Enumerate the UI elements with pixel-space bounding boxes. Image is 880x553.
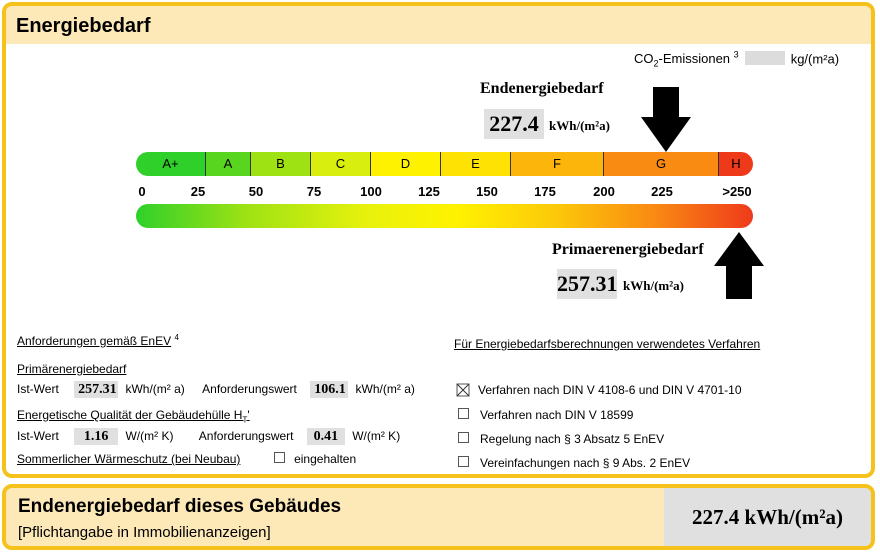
verfahren-title: Für Energiebedarfsberechnungen verwendet… (454, 337, 761, 351)
class-segment: G (604, 152, 719, 176)
verfahren-checkbox[interactable] (458, 408, 469, 419)
sommer-title: Sommerlicher Wärmeschutz (bei Neubau) (17, 452, 241, 466)
ht-row: Ist-Wert 1.16 W/(m² K) Anforderungswert … (17, 428, 400, 445)
co2-emissions: CO2-Emissionen 3 kg/(m²a) (634, 50, 839, 69)
scale-tick-label: 75 (306, 184, 322, 199)
verfahren-item: Regelung nach § 3 Absatz 5 EnEV (454, 432, 664, 446)
class-segment: D (371, 152, 441, 176)
class-segment: A (206, 152, 251, 176)
primaerenergie-value: 257.31 (557, 269, 618, 299)
panel-header: Energiebedarf (6, 6, 871, 44)
anforderungen-title: Anforderungen gemäß EnEV 4 (17, 333, 179, 348)
ht-ist-unit: W/(m² K) (125, 429, 174, 443)
class-segment: F (511, 152, 604, 176)
endenergie-value: 227.4 (484, 109, 544, 139)
verfahren-checkbox[interactable] (458, 456, 469, 467)
scale-tick-label: >250 (722, 184, 752, 199)
ist-unit: kWh/(m² a) (125, 382, 185, 396)
scale-tick-label: 200 (593, 184, 615, 199)
co2-label: CO2-Emissionen 3 (634, 50, 739, 69)
verfahren-label: Verfahren nach DIN V 18599 (480, 408, 634, 422)
primaerenergie-unit: kWh/(m²a) (623, 278, 684, 293)
panel-title: Energiebedarf (16, 15, 151, 37)
summary-title: Endenergiebedarf dieses Gebäudes (18, 496, 342, 517)
class-segment: A+ (136, 152, 206, 176)
ht-anf-value: 0.41 (306, 428, 345, 445)
class-segment: B (251, 152, 311, 176)
ht-ist-value: 1.16 (74, 428, 119, 445)
anf-label: Anforderungswert (202, 382, 297, 396)
sommer-checkbox[interactable] (273, 452, 285, 463)
sommer-check-label: eingehalten (294, 452, 357, 466)
gebaeude-summary-panel: Endenergiebedarf dieses Gebäudes [Pflich… (2, 484, 875, 550)
ht-ist-label: Ist-Wert (17, 429, 59, 443)
scale-tick-label: 125 (418, 184, 440, 199)
primaerenergie-arrow-icon (714, 232, 764, 299)
class-segment: C (311, 152, 371, 176)
verfahren-checkbox[interactable] (458, 432, 469, 443)
verfahren-label: Vereinfachungen nach § 9 Abs. 2 EnEV (480, 456, 691, 470)
ht-title: Energetische Qualität der Gebäudehülle H… (17, 408, 250, 425)
summary-subtitle: [Pflichtangabe in Immobilienanzeigen] (18, 524, 271, 541)
scale-tick-label: 100 (360, 184, 382, 199)
ist-label: Ist-Wert (17, 382, 59, 396)
verfahren-label: Verfahren nach DIN V 4108-6 und DIN V 47… (478, 383, 742, 397)
ist-value: 257.31 (74, 381, 119, 398)
ht-anf-label: Anforderungswert (198, 429, 294, 443)
energiebedarf-panel: Energiebedarf CO2-Emissionen 3 kg/(m²a) E… (2, 2, 875, 478)
summary-value: 227.4 kWh/(m²a) (664, 488, 871, 546)
co2-value-box (744, 51, 785, 66)
scale-tick-label: 25 (190, 184, 206, 199)
scale-tick-label: 50 (248, 184, 264, 199)
efficiency-class-bar: A+ A B C D E F G H (136, 152, 753, 176)
scale-tick-label: 150 (476, 184, 498, 199)
gradient-scale-bar (136, 204, 753, 228)
ht-anf-unit: W/(m² K) (352, 429, 401, 443)
endenergie-arrow-icon (641, 87, 691, 152)
anf-unit: kWh/(m² a) (355, 382, 415, 396)
primaer-row: Ist-Wert 257.31 kWh/(m² a) Anforderungsw… (17, 381, 415, 398)
endenergie-unit: kWh/(m²a) (549, 118, 610, 133)
scale-tick-label: 175 (534, 184, 556, 199)
class-segment: E (441, 152, 511, 176)
primaer-title: Primärenergiebedarf (17, 362, 127, 376)
sommer-row: Sommerlicher Wärmeschutz (bei Neubau) ei… (17, 452, 356, 466)
co2-unit: kg/(m²a) (790, 51, 840, 67)
primaerenergie-label: Primaerenergiebedarf (552, 241, 704, 258)
endenergie-label: Endenergiebedarf (480, 80, 604, 97)
verfahren-item: Verfahren nach DIN V 18599 (454, 408, 633, 422)
scale-tick-label: 225 (651, 184, 673, 199)
verfahren-item: Vereinfachungen nach § 9 Abs. 2 EnEV (454, 456, 690, 470)
verfahren-item: Verfahren nach DIN V 4108-6 und DIN V 47… (454, 383, 742, 397)
anf-value: 106.1 (310, 381, 349, 398)
verfahren-checkbox[interactable] (456, 383, 470, 397)
class-segment: H (719, 152, 753, 176)
verfahren-label: Regelung nach § 3 Absatz 5 EnEV (480, 432, 665, 446)
scale-tick-label: 0 (138, 184, 146, 199)
